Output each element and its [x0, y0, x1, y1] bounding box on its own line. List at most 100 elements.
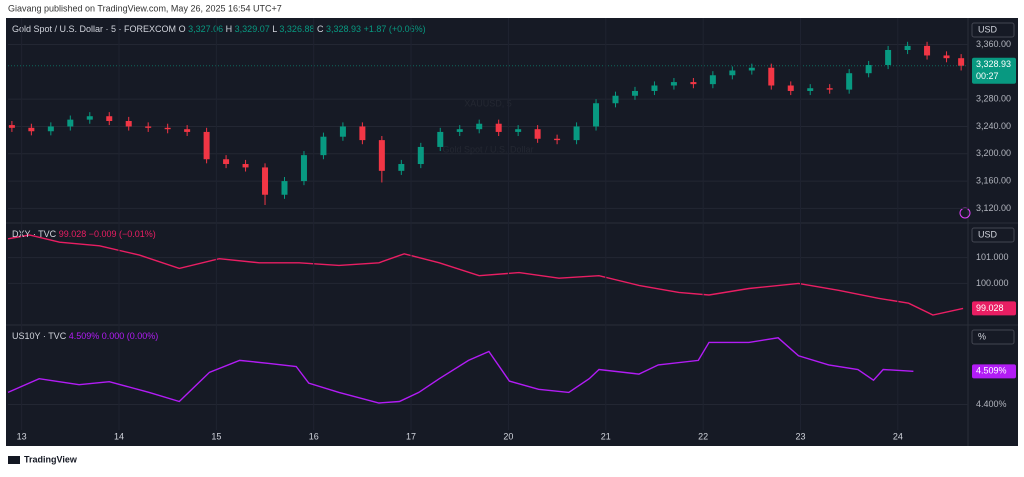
candle-body: [339, 126, 346, 137]
legend-item: 3,329.07: [235, 24, 270, 34]
candle-body: [885, 49, 892, 66]
y-tick-label: 3,360.00: [976, 39, 1011, 49]
candle-body: [456, 129, 463, 132]
legend-item: 3,327.06: [188, 24, 223, 34]
candle-body: [554, 138, 561, 141]
legend: US10Y · TVC 4.509% 0.000 (0.00%): [12, 331, 158, 341]
legend-item: C: [317, 24, 324, 34]
legend-change: −0.009 (−0.01%): [89, 229, 156, 239]
candle-body: [904, 45, 911, 50]
candle-body: [826, 88, 833, 90]
x-tick-label: 13: [17, 431, 27, 441]
logo-mark: [8, 456, 20, 464]
candle-body: [398, 164, 405, 171]
candle-body: [865, 65, 872, 74]
axis-unit: %: [978, 331, 986, 341]
candle-body: [748, 67, 755, 71]
candle-body: [670, 82, 677, 86]
last-price-label: 3,328.93: [976, 59, 1011, 69]
footer-brand: TradingView: [24, 454, 78, 464]
candle-body: [612, 95, 619, 104]
legend-last: 4.509%: [69, 331, 100, 341]
y-tick-label: 3,240.00: [976, 121, 1011, 131]
candle-body: [281, 181, 288, 195]
y-tick-label: 3,200.00: [976, 148, 1011, 158]
candle-body: [47, 126, 54, 132]
candle-body: [958, 58, 965, 66]
last-value-box: [972, 364, 1016, 379]
candle-body: [495, 123, 502, 132]
candle-body: [86, 116, 93, 120]
candle-body: [729, 70, 736, 76]
y-tick-label: 101.000: [976, 252, 1009, 262]
candle-body: [573, 126, 580, 141]
candle-body: [709, 75, 716, 85]
y-tick-label: 3,160.00: [976, 175, 1011, 185]
x-tick-label: 16: [309, 431, 319, 441]
last-value-box: [972, 301, 1016, 316]
legend-title: US10Y · TVC: [12, 331, 67, 341]
last-value-label: 4.509%: [976, 366, 1007, 376]
x-tick-label: 21: [601, 431, 611, 441]
axis-unit: USD: [978, 24, 998, 34]
legend-item: Gold Spot / U.S. Dollar · 5 · FOREXCOM: [12, 24, 176, 34]
watermark: XAUUSD, 5: [464, 98, 512, 108]
x-tick-label: 20: [503, 431, 513, 441]
candle-body: [515, 129, 522, 132]
candle-body: [262, 167, 269, 195]
candle-body: [924, 45, 931, 56]
candle-body: [476, 123, 483, 130]
legend-item: O: [179, 24, 186, 34]
footer-logo: TradingView: [8, 454, 78, 464]
candle-body: [28, 127, 35, 132]
candle-body: [631, 90, 638, 96]
last-price-box: [972, 57, 1016, 84]
candle-body: [8, 125, 15, 128]
candle-body: [320, 136, 327, 156]
candle-body: [125, 121, 132, 127]
countdown: 00:27: [976, 71, 999, 81]
axis-unit: USD: [978, 229, 998, 239]
candle-body: [943, 55, 950, 59]
legend-title: DXY · TVC: [12, 229, 57, 239]
legend-last: 99.028: [59, 229, 87, 239]
last-value-label: 99.028: [976, 303, 1004, 313]
candle-body: [242, 164, 249, 168]
x-tick-label: 17: [406, 431, 416, 441]
axis-unit-box: [971, 22, 1015, 38]
legend-item: 3,328.93: [326, 24, 361, 34]
x-tick-label: 22: [698, 431, 708, 441]
candle-body: [437, 131, 444, 147]
legend: Gold Spot / U.S. Dollar · 5 · FOREXCOM O…: [12, 24, 426, 34]
header-text: Giavang published on TradingView.com, Ma…: [8, 3, 282, 13]
x-tick-label: 24: [893, 431, 903, 441]
x-tick-label: 14: [114, 431, 124, 441]
candle-body: [145, 126, 152, 128]
watermark-subtitle: Gold Spot / U.S. Dollar: [442, 144, 533, 154]
candle-body: [651, 85, 658, 91]
y-tick-label: 3,280.00: [976, 94, 1011, 104]
candle-body: [768, 67, 775, 86]
legend-item: +1.87 (+0.06%): [364, 24, 426, 34]
candle-body: [223, 159, 230, 165]
candle-body: [184, 129, 191, 132]
candle-body: [300, 155, 307, 182]
candle-body: [690, 82, 697, 85]
candle-body: [593, 103, 600, 127]
candle-body: [164, 127, 171, 130]
legend-item: H: [226, 24, 233, 34]
candle-body: [378, 140, 385, 171]
candle-body: [106, 116, 113, 121]
y-tick-label: 100.000: [976, 278, 1009, 288]
candle-body: [534, 129, 541, 139]
legend-change: 0.000 (0.00%): [102, 331, 159, 341]
legend: DXY · TVC 99.028 −0.009 (−0.01%): [12, 229, 156, 239]
candle-body: [787, 85, 794, 91]
series-line: [7, 337, 914, 404]
series-line: [7, 234, 964, 316]
axis-unit-box: [971, 329, 1015, 345]
legend-item: 3,326.88: [279, 24, 314, 34]
legend-item: L: [272, 24, 277, 34]
